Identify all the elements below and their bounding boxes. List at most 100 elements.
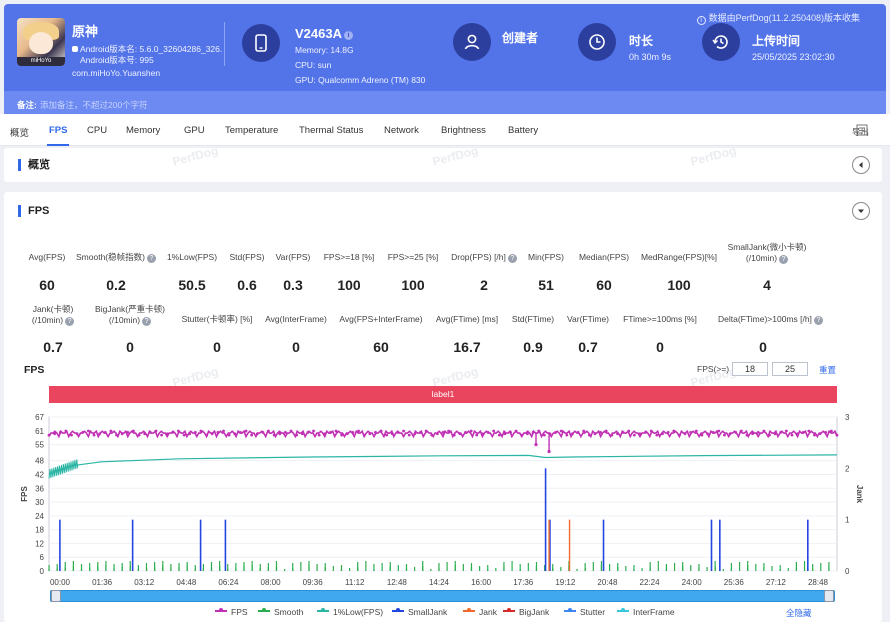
fps-point — [807, 429, 811, 433]
reset-button[interactable]: 重置 — [819, 365, 837, 375]
fps-point — [723, 433, 726, 437]
metric-card: Min(FPS) 51 — [501, 252, 591, 293]
fps-point — [526, 432, 529, 436]
help-icon[interactable]: ? — [142, 317, 152, 326]
fps-point — [289, 429, 293, 433]
legend-item[interactable]: 1%Low(FPS) — [317, 607, 383, 617]
tab-battery[interactable]: Battery — [508, 125, 539, 136]
legend-item[interactable]: Smooth — [258, 607, 303, 617]
scrollbar-left-handle[interactable] — [51, 590, 61, 602]
fps-point — [503, 432, 507, 436]
legend-item[interactable]: BigJank — [503, 607, 549, 617]
source-note: i 数据由PerfDog(11.2.250408)版本收集 — [696, 11, 860, 25]
tab-brightness[interactable]: Brightness — [441, 125, 486, 136]
legend-item[interactable]: InterFrame — [617, 607, 675, 617]
metric-value: 0.7 — [43, 339, 63, 355]
metric-label: BigJank(严重卡顿) (/10min)? — [95, 304, 165, 326]
tab-network[interactable]: Network — [384, 125, 419, 136]
help-icon[interactable]: ? — [146, 254, 156, 263]
metric-card: Median(FPS) 60 — [559, 252, 649, 293]
timeline-scrollbar[interactable] — [50, 590, 835, 602]
device-memory: Memory: 14.8G — [295, 45, 354, 55]
fps-toggle-button[interactable] — [852, 202, 870, 220]
header-divider — [224, 22, 225, 66]
metric-label: Avg(FPS) — [28, 252, 66, 262]
tab-cpu[interactable]: CPU — [87, 125, 108, 136]
tab-gpu[interactable]: GPU — [184, 125, 205, 136]
device-info-icon[interactable]: i — [343, 31, 353, 40]
fps-threshold-input-1[interactable]: 18 — [732, 362, 768, 376]
fps-point — [509, 431, 512, 434]
export-icon[interactable] — [856, 124, 868, 136]
y-tick-label: 0 — [40, 567, 45, 576]
metric-value: 60 — [596, 277, 612, 293]
fps-threshold-input-2[interactable]: 25 — [772, 362, 808, 376]
x-tick-label: 12:48 — [387, 578, 408, 587]
scrollbar-right-handle[interactable] — [824, 590, 834, 602]
legend-item[interactable]: FPS — [215, 607, 248, 617]
y-tick-label: 48 — [35, 457, 44, 466]
legend-label: FPS — [231, 607, 248, 617]
metric-value: 100 — [337, 277, 361, 293]
fps-point — [58, 431, 62, 434]
x-tick-label: 20:48 — [597, 578, 618, 587]
metric-label: Std(FTime) — [511, 314, 555, 324]
fps-point — [222, 429, 225, 433]
help-icon[interactable]: ? — [65, 317, 75, 326]
fps-point — [559, 429, 563, 433]
fps-point — [402, 429, 405, 433]
legend-item[interactable]: Stutter — [564, 607, 605, 617]
metric-label: Min(FPS) — [528, 252, 564, 262]
metric-card: Avg(InterFrame) 0 — [251, 314, 341, 355]
tab-thermal-status[interactable]: Thermal Status — [299, 125, 364, 136]
fps-point — [98, 432, 102, 436]
fps-filter-label: FPS(>=) — [697, 364, 730, 374]
label-bar[interactable]: label1 — [49, 386, 837, 403]
metric-label: Avg(FPS+InterFrame) — [339, 314, 423, 324]
fps-point — [700, 433, 704, 437]
tab-temperature[interactable]: Temperature — [225, 125, 279, 136]
help-icon[interactable]: ? — [779, 255, 789, 264]
metric-card: Jank(卡顿) (/10min)? 0.7 — [8, 304, 98, 355]
legend-swatch — [503, 608, 515, 612]
metric-label: FTime>=100ms [%] — [623, 314, 697, 324]
tab-memory[interactable]: Memory — [126, 125, 161, 136]
hide-all-button[interactable]: 全隐藏 — [786, 608, 812, 618]
metric-value: 0.6 — [237, 277, 257, 293]
metric-card: Drop(FPS) [/h]? 2 — [439, 252, 529, 293]
metric-value: 60 — [39, 277, 55, 293]
metric-card: Var(FTime) 0.7 — [543, 314, 633, 355]
metric-value: 100 — [667, 277, 691, 293]
fps-point — [610, 433, 614, 437]
upload-value: 25/05/2025 23:02:30 — [752, 52, 835, 62]
note-bar[interactable]: 备注: 添加备注，不超过200个字符 — [4, 91, 886, 114]
fps-point — [177, 429, 180, 433]
help-icon[interactable]: ? — [507, 254, 517, 263]
fps-point — [481, 432, 484, 436]
metric-value: 0 — [126, 339, 134, 355]
x-tick-label: 16:00 — [471, 578, 492, 587]
fps-point — [801, 431, 805, 434]
overview-toggle-button[interactable] — [852, 156, 870, 174]
legend-item[interactable]: Jank — [463, 607, 497, 617]
fps-point — [796, 432, 799, 436]
export-button[interactable]: 导出 — [851, 127, 869, 137]
device-cpu: CPU: sun — [295, 60, 332, 70]
app-avatar: miHoYo — [17, 18, 65, 66]
fps-point — [571, 432, 574, 436]
fps-point — [678, 433, 681, 437]
metric-value: 51 — [538, 277, 554, 293]
fps-point — [261, 431, 265, 434]
help-icon[interactable]: ? — [813, 316, 823, 325]
metric-label: Var(FPS) — [275, 252, 311, 262]
note-input[interactable]: 添加备注，不超过200个字符 — [40, 100, 148, 110]
plot-area — [48, 416, 838, 572]
x-tick-label: 14:24 — [429, 578, 450, 587]
y2-tick-label: 2 — [845, 464, 850, 473]
metric-card: MedRange(FPS)[%] 100 — [634, 252, 724, 293]
tab-fps[interactable]: FPS — [46, 125, 71, 146]
legend-item[interactable]: SmallJank — [392, 607, 447, 617]
fps-point — [357, 429, 360, 433]
source-note-text: 数据由PerfDog(11.2.250408)版本收集 — [708, 13, 860, 23]
tab-overview[interactable]: 概览 — [10, 128, 30, 139]
